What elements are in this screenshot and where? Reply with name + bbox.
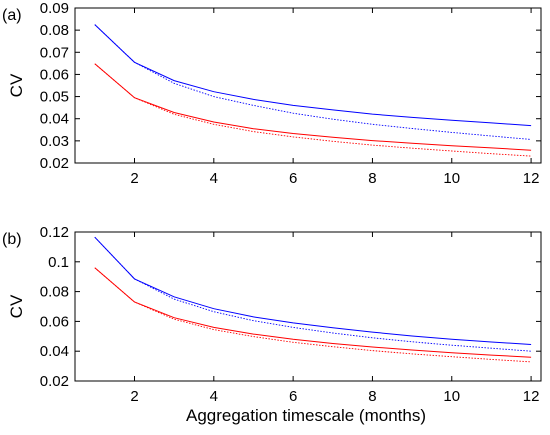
- x-tick-label: 12: [523, 388, 540, 405]
- plot-frame: [74, 7, 542, 164]
- y-axis-title: CV: [7, 73, 26, 97]
- red-dotted-line: [94, 267, 532, 363]
- x-tick-label: 12: [523, 170, 540, 187]
- red-solid-line: [94, 267, 532, 358]
- y-tick-label: 0.08: [40, 22, 69, 39]
- x-tick-label: 4: [210, 388, 218, 405]
- y-tick-label: 0.04: [40, 343, 69, 360]
- x-axis-title: Aggregation timescale (months): [186, 406, 426, 425]
- panel-label: (a): [2, 7, 22, 24]
- y-tick-label: 0.08: [40, 284, 69, 301]
- y-tick-label: 0.07: [40, 44, 69, 61]
- panel-label: (b): [2, 231, 22, 248]
- x-tick-label: 4: [210, 170, 218, 187]
- x-tick-label: 8: [368, 170, 376, 187]
- y-tick-label: 0.1: [48, 254, 69, 271]
- plot-frame: [74, 231, 542, 382]
- y-tick-label: 0.12: [40, 224, 69, 241]
- y-tick-label: 0.02: [40, 155, 69, 172]
- x-tick-label: 6: [289, 388, 297, 405]
- x-tick-label: 2: [130, 388, 138, 405]
- x-tick-label: 10: [443, 170, 460, 187]
- x-tick-label: 8: [368, 388, 376, 405]
- y-tick-label: 0.05: [40, 89, 69, 106]
- panel-b: 2 4 6 8 10 12 0.02 0.04 0.06 0.08 0.1 0.12 CV (b): [2, 224, 542, 405]
- y-tick-label: 0.09: [40, 0, 69, 17]
- panel-a: 2 4 6 8 10 12 0.02 0.03 0.04 0.05 0.06 0.07 0.08 0.09…: [2, 0, 542, 187]
- y-tick-label: 0.03: [40, 133, 69, 150]
- blue-dotted-line: [94, 236, 532, 352]
- blue-solid-line: [94, 236, 532, 345]
- y-tick-label: 0.04: [40, 111, 69, 128]
- red-solid-line: [94, 63, 532, 151]
- red-dotted-line: [94, 63, 532, 157]
- y-axis-title: CV: [7, 294, 26, 318]
- y-tick-label: 0.06: [40, 66, 69, 83]
- x-tick-label: 2: [130, 170, 138, 187]
- y-tick-label: 0.02: [40, 373, 69, 390]
- y-tick-label: 0.06: [40, 313, 69, 330]
- x-tick-label: 6: [289, 170, 297, 187]
- blue-solid-line: [94, 24, 532, 127]
- x-tick-label: 10: [443, 388, 460, 405]
